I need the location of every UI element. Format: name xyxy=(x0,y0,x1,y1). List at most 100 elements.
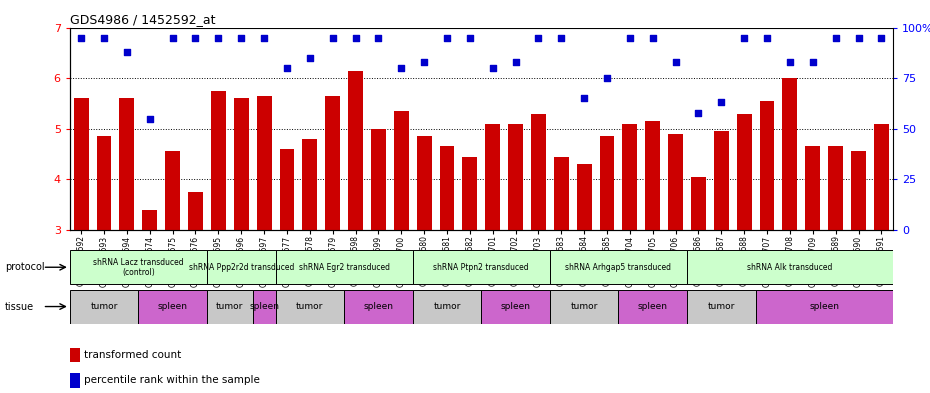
Bar xyxy=(485,124,500,230)
Bar xyxy=(851,151,866,230)
Bar xyxy=(755,290,893,323)
Bar xyxy=(139,290,206,323)
Bar xyxy=(275,250,413,284)
Bar xyxy=(188,192,203,230)
Bar xyxy=(70,250,206,284)
Text: spleen: spleen xyxy=(364,302,393,311)
Bar xyxy=(481,290,550,323)
Text: spleen: spleen xyxy=(249,302,279,311)
Point xyxy=(371,35,386,41)
Bar xyxy=(302,139,317,230)
Bar xyxy=(97,136,112,230)
Bar xyxy=(508,124,523,230)
Point xyxy=(188,35,203,41)
Point xyxy=(531,35,546,41)
Bar xyxy=(805,147,820,230)
Text: tissue: tissue xyxy=(5,301,33,312)
Bar xyxy=(326,96,340,230)
Text: transformed count: transformed count xyxy=(84,350,181,360)
Bar xyxy=(206,290,253,323)
Point xyxy=(805,59,820,65)
Bar xyxy=(714,131,729,230)
Point xyxy=(326,35,340,41)
Bar xyxy=(280,149,295,230)
Bar xyxy=(211,91,226,230)
Bar xyxy=(440,147,455,230)
Bar xyxy=(371,129,386,230)
Text: tumor: tumor xyxy=(216,302,244,311)
Bar xyxy=(257,96,272,230)
Bar xyxy=(782,78,797,230)
Point xyxy=(508,59,523,65)
Text: shRNA Ptpn2 transduced: shRNA Ptpn2 transduced xyxy=(433,263,529,272)
Bar xyxy=(413,250,550,284)
Point xyxy=(874,35,889,41)
Point xyxy=(166,35,180,41)
Text: tumor: tumor xyxy=(90,302,118,311)
Bar xyxy=(760,101,775,230)
Bar xyxy=(344,290,413,323)
Point xyxy=(280,65,295,71)
Point xyxy=(760,35,775,41)
Bar xyxy=(668,134,683,230)
Text: spleen: spleen xyxy=(500,302,531,311)
Text: spleen: spleen xyxy=(157,302,188,311)
Bar xyxy=(687,250,893,284)
Bar xyxy=(600,136,615,230)
Point xyxy=(622,35,637,41)
Bar xyxy=(550,250,687,284)
Point xyxy=(737,35,751,41)
Bar xyxy=(577,164,591,230)
Bar xyxy=(829,147,844,230)
Point xyxy=(257,35,272,41)
Bar xyxy=(275,290,344,323)
Bar xyxy=(206,250,275,284)
Bar xyxy=(687,290,755,323)
Text: spleen: spleen xyxy=(809,302,839,311)
Bar xyxy=(554,156,569,230)
Point xyxy=(73,35,88,41)
Bar xyxy=(550,290,618,323)
Bar xyxy=(618,290,687,323)
Bar xyxy=(622,124,637,230)
Bar xyxy=(874,124,889,230)
Text: tumor: tumor xyxy=(296,302,324,311)
Bar xyxy=(142,209,157,230)
Text: tumor: tumor xyxy=(708,302,735,311)
Point xyxy=(829,35,844,41)
Point xyxy=(302,55,317,61)
Text: shRNA Egr2 transduced: shRNA Egr2 transduced xyxy=(299,263,390,272)
Bar xyxy=(166,151,180,230)
Bar xyxy=(393,111,408,230)
Point xyxy=(851,35,866,41)
Text: GDS4986 / 1452592_at: GDS4986 / 1452592_at xyxy=(70,13,215,26)
Point xyxy=(714,99,729,106)
Bar xyxy=(348,70,363,230)
Text: protocol: protocol xyxy=(5,262,45,272)
Point xyxy=(142,116,157,122)
Text: shRNA Arhgap5 transduced: shRNA Arhgap5 transduced xyxy=(565,263,671,272)
Bar xyxy=(119,98,134,230)
Point xyxy=(600,75,615,81)
Point xyxy=(691,109,706,116)
Bar xyxy=(737,114,751,230)
Text: shRNA Ppp2r2d transduced: shRNA Ppp2r2d transduced xyxy=(189,263,294,272)
Point xyxy=(577,95,591,101)
Point xyxy=(348,35,363,41)
Text: tumor: tumor xyxy=(570,302,598,311)
Point xyxy=(645,35,660,41)
Point xyxy=(97,35,112,41)
Text: shRNA Alk transduced: shRNA Alk transduced xyxy=(747,263,832,272)
Bar xyxy=(691,177,706,230)
Point xyxy=(462,35,477,41)
Point xyxy=(211,35,226,41)
Bar xyxy=(645,121,660,230)
Bar xyxy=(462,156,477,230)
Bar xyxy=(73,98,88,230)
Point xyxy=(485,65,500,71)
Text: spleen: spleen xyxy=(638,302,668,311)
Point xyxy=(393,65,408,71)
Bar xyxy=(413,290,481,323)
Point xyxy=(782,59,797,65)
Point xyxy=(440,35,455,41)
